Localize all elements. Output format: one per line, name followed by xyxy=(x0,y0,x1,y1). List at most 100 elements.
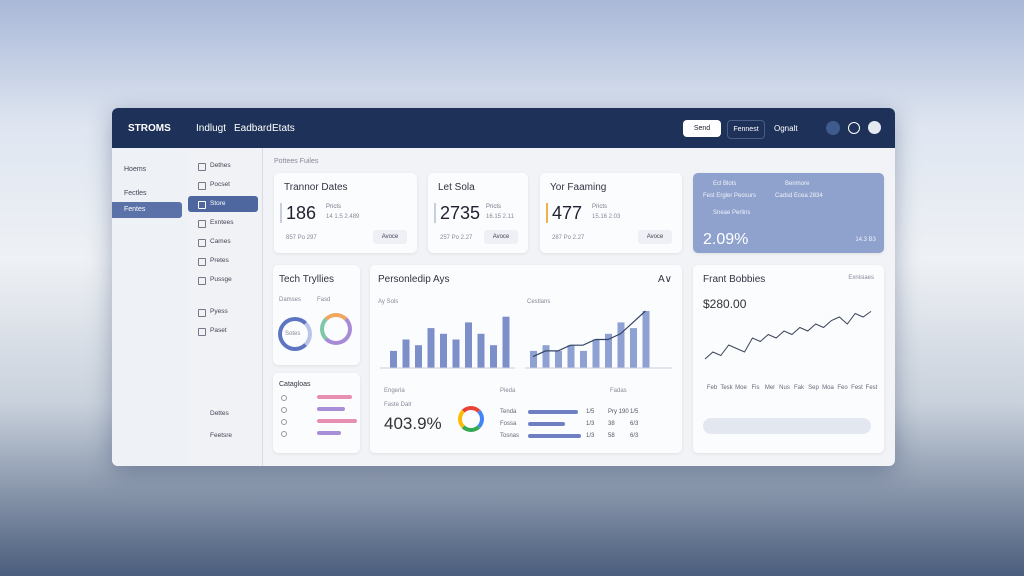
stat-card: Let Sola 2735 Pricts 16.15 2.11 257 Po 2.27 A… xyxy=(428,173,528,253)
category-dot xyxy=(281,407,287,413)
row-bar xyxy=(528,410,578,414)
menu-icon xyxy=(198,201,206,209)
nav[interactable]: Indlugt xyxy=(196,123,227,134)
panel-title: Tech Tryllies xyxy=(279,274,335,285)
frant-panel: Frant Bobbies Exnisiaes $280.00 xyxy=(693,265,884,453)
donut xyxy=(278,317,312,351)
menu-icon xyxy=(198,258,206,266)
link-button[interactable]: Fennest xyxy=(727,120,765,139)
card-action[interactable]: Avoce xyxy=(638,230,672,244)
link[interactable]: Ognalt xyxy=(774,124,798,133)
menu-icon xyxy=(198,182,206,190)
row-name: Tenda xyxy=(500,409,517,415)
menu-item[interactable]: Dethes xyxy=(210,162,231,169)
menu-item[interactable]: Pussge xyxy=(210,276,232,283)
search-bar[interactable] xyxy=(703,418,871,434)
category-bar xyxy=(317,395,352,399)
donut-label: Sotes xyxy=(285,331,301,337)
sidebar-item[interactable]: Hoems xyxy=(124,166,147,173)
nav[interactable]: Eadbard xyxy=(234,123,272,134)
row-name: Fossa xyxy=(500,421,517,427)
card-value: 477 xyxy=(552,203,583,223)
card-title: Yor Faaming xyxy=(550,182,607,193)
stat-card: Trannor Dates 186 Pricts 14 1.5 2.489 857 Po… xyxy=(274,173,417,253)
menu-item[interactable]: Pretes xyxy=(210,257,229,264)
menu-item[interactable]: Feetsre xyxy=(210,432,233,439)
stat-card: Yor Faaming 477 Pricts 15.16 2.03 287 Po 2.2… xyxy=(540,173,682,253)
highlight-label: Fest Ergler Peosurs xyxy=(703,193,757,199)
menu-item[interactable]: Paset xyxy=(210,327,227,334)
icon[interactable] xyxy=(826,121,840,135)
row-name: Tosnas xyxy=(500,433,520,439)
menu-item[interactable]: Pocset xyxy=(210,181,230,188)
card-foot: 287 Po 2.27 xyxy=(552,235,585,241)
sidebar-item[interactable]: Fectles xyxy=(124,190,147,197)
tab[interactable]: Damses xyxy=(279,297,302,303)
sidebar: Hoems Fectles Fentes xyxy=(112,148,187,466)
table-head: Pieda xyxy=(500,388,516,394)
menu-icon xyxy=(198,163,206,171)
card-note: Pricts xyxy=(326,204,341,210)
send-button[interactable]: Send xyxy=(683,120,721,137)
highlight-label: Cadsd Ecea 2834 xyxy=(775,193,823,199)
menu-icon xyxy=(198,220,206,228)
highlight-card: 2.09% 14.3 B3 Ecl Blots Benmore Fest Ergle… xyxy=(693,173,884,253)
card-foot: 857 Po 297 xyxy=(286,235,317,241)
card-action[interactable]: Avoce xyxy=(373,230,407,244)
category-bar xyxy=(317,419,357,423)
logo xyxy=(458,406,484,432)
card-accent xyxy=(280,203,282,223)
chart-label: Cestlans xyxy=(527,299,551,305)
menu-item[interactable]: Dettes xyxy=(210,410,229,417)
panel-title: Personledip Ays xyxy=(378,274,450,285)
card-title: Trannor Dates xyxy=(284,182,348,193)
controls[interactable]: A∨ xyxy=(658,274,672,285)
table-head: Fadas xyxy=(610,388,627,394)
stat-label: Engerla xyxy=(384,388,405,394)
personality-panel: Personledip Ays A∨ Ay Sols Cestlans Enge… xyxy=(370,265,682,453)
category-dot xyxy=(281,395,287,401)
row-cell: 1/5 xyxy=(586,409,595,415)
row-cell: 1/3 xyxy=(586,421,595,427)
nav[interactable]: Etats xyxy=(272,123,295,134)
row-cell: Pry 190 xyxy=(608,409,629,415)
frant-value: $280.00 xyxy=(703,297,747,311)
category-bar xyxy=(317,407,345,411)
row-cell: 1/5 xyxy=(630,409,639,415)
card-sub: 14 1.5 2.489 xyxy=(326,214,360,220)
card-title: Let Sola xyxy=(438,182,475,193)
row-cell: 6/3 xyxy=(630,433,639,439)
breadcrumb: Pottees Fuiles xyxy=(274,158,319,165)
highlight-label: Benmore xyxy=(785,181,810,187)
row-cell: 58 xyxy=(608,433,615,439)
panel-title: Frant Bobbies xyxy=(703,274,766,285)
row-cell: 38 xyxy=(608,421,615,427)
card-sub: 16.15 2.11 xyxy=(486,214,514,220)
chart-label: Ay Sols xyxy=(378,299,399,305)
row-cell: 1/3 xyxy=(586,433,595,439)
donut xyxy=(320,313,352,345)
card-sub: 15.16 2.03 xyxy=(592,214,621,220)
panel-menu[interactable]: Exnisiaes xyxy=(848,275,874,281)
panel-title: Catagloas xyxy=(279,381,311,388)
header: STROMS Indlugt Eadbard Etats Send Fennes… xyxy=(112,108,895,148)
menu-icon xyxy=(198,277,206,285)
icon[interactable] xyxy=(848,122,860,134)
menu-item[interactable]: Exntees xyxy=(210,219,234,226)
sidebar-item[interactable]: Fentes xyxy=(112,202,182,218)
row-bar xyxy=(528,422,566,426)
avatar[interactable] xyxy=(868,121,881,134)
stat-sub: Faste Dalr xyxy=(384,402,412,408)
stat-value: 403.9% xyxy=(384,414,442,433)
categories-panel: Catagloas xyxy=(273,373,360,453)
card-action[interactable]: Avoce xyxy=(484,230,518,244)
tab[interactable]: Fasd xyxy=(317,297,331,303)
dashboard-window: STROMS Indlugt Eadbard Etats Send Fennes… xyxy=(112,108,895,466)
card-foot: 257 Po 2.27 xyxy=(440,235,473,241)
menu-item[interactable]: Pyess xyxy=(210,308,228,315)
highlight-value: 2.09% xyxy=(703,231,749,248)
menu-icon xyxy=(198,328,206,336)
menu-item[interactable]: Cames xyxy=(210,238,231,245)
card-value: 2735 xyxy=(440,203,481,223)
